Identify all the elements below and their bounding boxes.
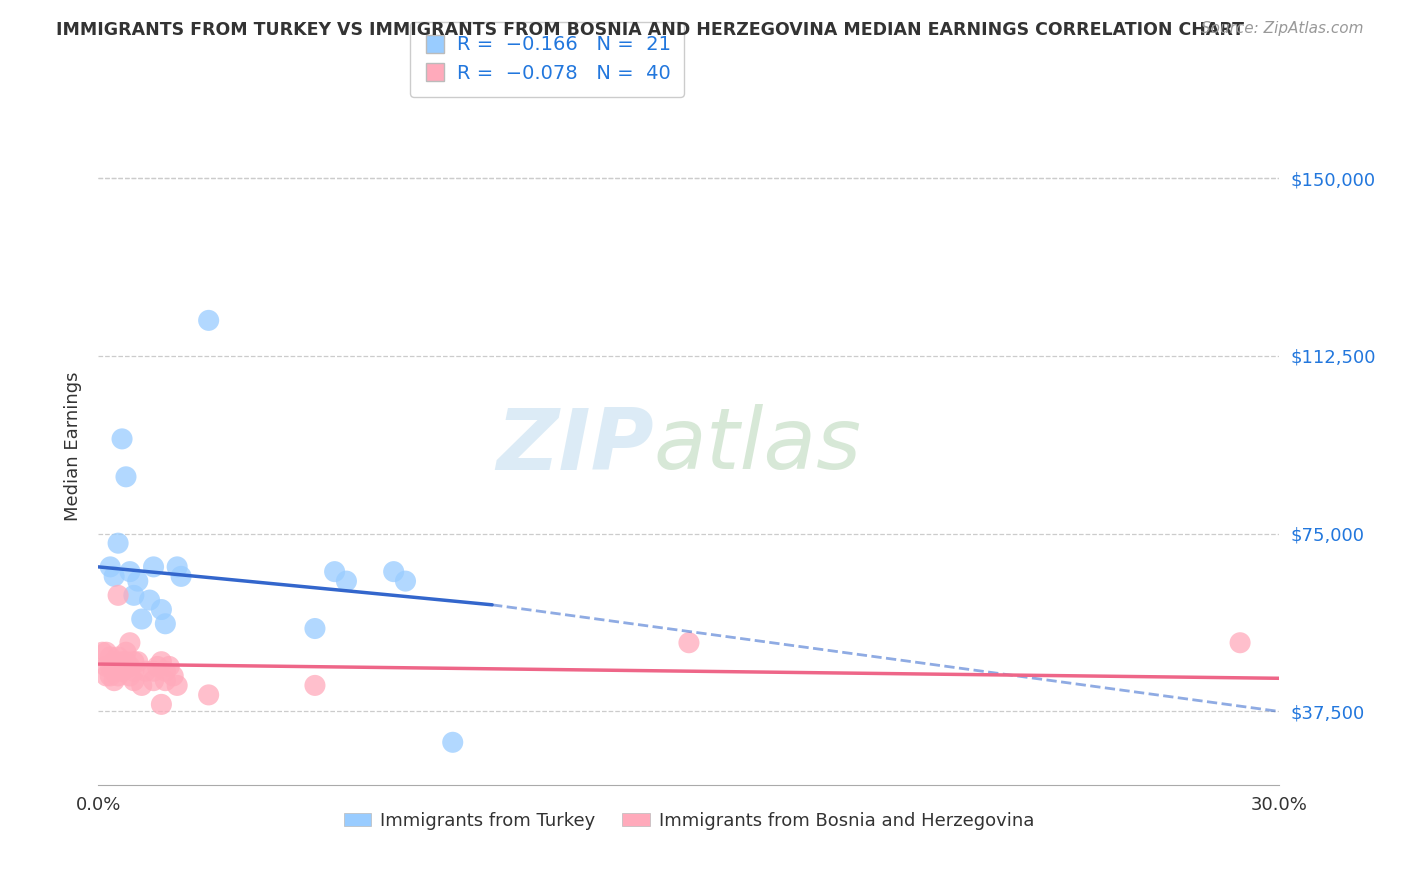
Point	[107, 669, 129, 683]
Point	[122, 664, 145, 678]
Point	[107, 659, 129, 673]
Point	[127, 655, 149, 669]
Point	[1229, 636, 1251, 650]
Point	[162, 669, 184, 683]
Point	[98, 650, 121, 665]
Point	[382, 565, 405, 579]
Point	[678, 636, 700, 650]
Point	[107, 650, 129, 665]
Text: ZIP: ZIP	[496, 404, 654, 488]
Point	[115, 655, 138, 669]
Point	[118, 636, 141, 650]
Point	[441, 735, 464, 749]
Text: Source: ZipAtlas.com: Source: ZipAtlas.com	[1201, 21, 1364, 36]
Point	[157, 659, 180, 673]
Point	[127, 574, 149, 588]
Point	[146, 659, 169, 673]
Point	[150, 602, 173, 616]
Point	[115, 470, 138, 484]
Point	[142, 664, 165, 678]
Point	[115, 645, 138, 659]
Point	[131, 612, 153, 626]
Point	[323, 565, 346, 579]
Point	[335, 574, 357, 588]
Point	[98, 560, 121, 574]
Y-axis label: Median Earnings: Median Earnings	[63, 371, 82, 521]
Point	[155, 664, 177, 678]
Point	[107, 536, 129, 550]
Point	[98, 669, 121, 683]
Point	[155, 673, 177, 688]
Point	[166, 560, 188, 574]
Text: IMMIGRANTS FROM TURKEY VS IMMIGRANTS FROM BOSNIA AND HERZEGOVINA MEDIAN EARNINGS: IMMIGRANTS FROM TURKEY VS IMMIGRANTS FRO…	[56, 21, 1244, 38]
Point	[142, 560, 165, 574]
Point	[131, 678, 153, 692]
Point	[122, 588, 145, 602]
Point	[103, 673, 125, 688]
Point	[118, 669, 141, 683]
Point	[197, 688, 219, 702]
Point	[107, 588, 129, 602]
Point	[118, 659, 141, 673]
Point	[118, 565, 141, 579]
Point	[166, 678, 188, 692]
Point	[138, 593, 160, 607]
Point	[150, 655, 173, 669]
Point	[197, 313, 219, 327]
Point	[150, 698, 173, 712]
Point	[111, 664, 134, 678]
Point	[98, 659, 121, 673]
Point	[96, 645, 118, 659]
Point	[142, 673, 165, 688]
Point	[304, 622, 326, 636]
Point	[304, 678, 326, 692]
Point	[96, 659, 118, 673]
Point	[111, 655, 134, 669]
Point	[122, 673, 145, 688]
Point	[103, 664, 125, 678]
Point	[122, 655, 145, 669]
Point	[103, 569, 125, 583]
Point	[155, 616, 177, 631]
Point	[394, 574, 416, 588]
Text: atlas: atlas	[654, 404, 862, 488]
Point	[135, 664, 157, 678]
Point	[170, 569, 193, 583]
Point	[103, 655, 125, 669]
Point	[96, 669, 118, 683]
Point	[91, 645, 114, 659]
Point	[111, 432, 134, 446]
Legend: Immigrants from Turkey, Immigrants from Bosnia and Herzegovina: Immigrants from Turkey, Immigrants from …	[337, 805, 1040, 837]
